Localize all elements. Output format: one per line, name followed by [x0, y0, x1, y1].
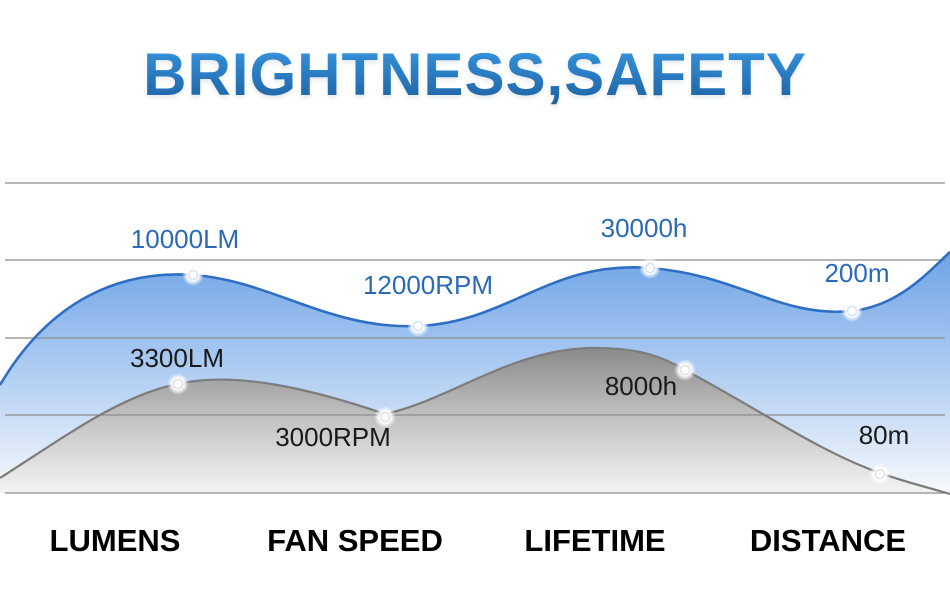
- safety-area: [0, 347, 950, 494]
- brightness-point-dot: [412, 320, 424, 332]
- grid-lines: [5, 182, 945, 494]
- safety-point-dot: [379, 411, 391, 423]
- safety-value-label: 80m: [859, 420, 910, 450]
- brightness-value-label: 30000h: [601, 213, 688, 243]
- category-label-lumens: LUMENS: [49, 523, 181, 558]
- brightness-point-dot: [846, 305, 858, 317]
- brightness-point-dot: [187, 269, 199, 281]
- brightness-value-label: 12000RPM: [363, 270, 493, 300]
- brightness-value-label: 200m: [824, 258, 889, 288]
- data-labels: 10000LM 12000RPM 30000h 200m 3300LM 3000RPM 80…: [130, 213, 909, 452]
- safety-value-label: 3300LM: [130, 343, 224, 373]
- category-label-distance: DISTANCE: [749, 523, 907, 558]
- category-label-lifetime: LIFETIME: [524, 523, 666, 558]
- safety-value-label: 8000h: [605, 371, 677, 401]
- safety-point-dot: [172, 378, 184, 390]
- page-title: BRIGHTNESS,SAFETY: [0, 40, 950, 109]
- safety-value-label: 3000RPM: [275, 422, 391, 452]
- safety-point-dot: [679, 364, 691, 376]
- safety-point-dot: [874, 468, 886, 480]
- brightness-value-label: 10000LM: [131, 224, 239, 254]
- category-label-fan-speed: FAN SPEED: [267, 523, 443, 558]
- data-point-markers: [167, 257, 891, 485]
- brightness-point-dot: [644, 262, 656, 274]
